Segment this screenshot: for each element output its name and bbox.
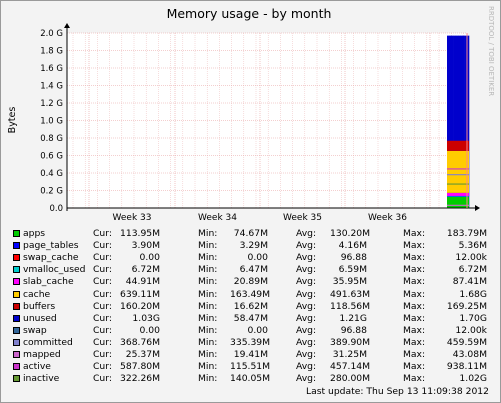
unused-area <box>458 35 461 208</box>
plot-area: 0.0 0.2 G 0.4 G 0.6 G 0.8 G 1.0 G 1.2 G 1.4 G 1.… <box>40 23 480 223</box>
x-tick-label: Week 34 <box>198 213 237 223</box>
y-axis-arrow <box>64 23 70 28</box>
x-axis-arrow <box>475 205 480 211</box>
y-tick-label: 0.0 <box>49 204 63 214</box>
y-tick-label: 1.6 G <box>40 64 63 74</box>
slab_cache-area <box>447 192 469 196</box>
x-tick-label: Week 35 <box>283 213 322 223</box>
chart-title: Memory usage - by month <box>167 6 332 21</box>
x-tick-label: Week 36 <box>368 213 407 223</box>
last-update: Last update: Thu Sep 13 11:09:38 2012 <box>305 386 489 397</box>
y-tick-label: 0.4 G <box>40 169 63 179</box>
unused-area <box>462 35 465 208</box>
y-tick-label: 1.0 G <box>40 117 63 127</box>
buffers-area <box>447 140 469 151</box>
unused-area <box>449 35 452 208</box>
vmalloc_used-area <box>447 195 469 197</box>
y-tick-label: 0.2 G <box>40 187 63 197</box>
y-tick-label: 0.8 G <box>40 134 63 144</box>
unused-area <box>451 35 454 208</box>
unused-area <box>455 35 459 208</box>
unused-area <box>466 35 470 208</box>
unused-area <box>453 35 457 208</box>
y-tick-label: 1.8 G <box>40 47 63 57</box>
y-axis-label: Bytes <box>7 107 18 134</box>
y-tick-label: 0.6 G <box>40 152 63 162</box>
y-tick-label: 1.2 G <box>40 99 63 109</box>
unused-area <box>464 35 468 208</box>
rrdtool-watermark: RRDTOOL / TOBI OETIKER <box>487 6 495 96</box>
x-tick-label: Week 33 <box>113 213 152 223</box>
unused-area <box>447 35 450 208</box>
y-tick-label: 1.4 G <box>40 82 63 92</box>
cache-area <box>447 150 469 193</box>
apps-area <box>447 196 469 208</box>
unused-area <box>460 35 463 208</box>
y-tick-label: 2.0 G <box>40 29 63 39</box>
